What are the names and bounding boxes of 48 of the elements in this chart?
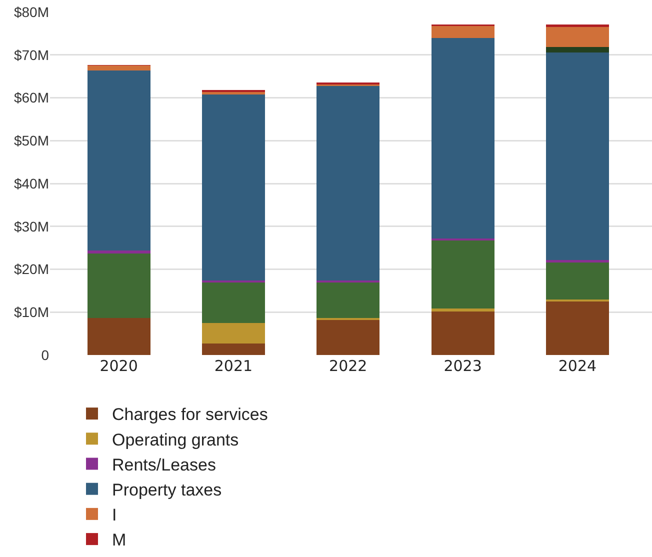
bar: [431, 240, 494, 309]
bar: [431, 311, 494, 355]
bar: [202, 94, 265, 280]
bar: [202, 282, 265, 323]
legend-label: M: [112, 530, 126, 550]
y-tick-label: $20M: [14, 261, 49, 278]
y-tick-label: $10M: [14, 304, 49, 320]
x-tick-label: 2024: [558, 357, 597, 375]
bar: [546, 24, 609, 28]
legend-label: I: [112, 506, 117, 525]
y-tick-label: $40M: [14, 175, 49, 192]
y-tick-label: $70M: [14, 46, 49, 63]
y-tick-label: $60M: [14, 90, 49, 106]
bar: [546, 260, 609, 262]
bar: [87, 253, 150, 318]
bar: [202, 92, 265, 94]
bar: [87, 318, 150, 355]
bar: [546, 301, 609, 355]
bar: [316, 320, 380, 355]
y-tick-label: $80M: [14, 4, 49, 20]
bar: [316, 86, 380, 280]
x-tick-label: 2022: [329, 357, 368, 375]
x-tick-label: 2020: [100, 357, 138, 375]
x-tick-label: 2023: [444, 357, 482, 375]
bar: [202, 343, 265, 355]
legend-label: Charges for services: [112, 405, 268, 424]
legend-label: Operating grants: [112, 430, 239, 450]
bar: [431, 26, 494, 38]
x-tick-label: 2021: [214, 357, 253, 375]
bar: [546, 52, 609, 260]
bar: [546, 262, 609, 300]
bar: [202, 322, 265, 344]
bar: [87, 250, 150, 254]
y-tick-label: $30M: [14, 218, 49, 234]
bar: [316, 282, 380, 318]
bar: [202, 280, 265, 283]
bar: [546, 27, 609, 48]
bar: [87, 66, 150, 71]
bar: [546, 47, 609, 52]
bar: [87, 70, 150, 250]
bar: [431, 38, 494, 238]
y-tick-label: 0: [41, 346, 50, 363]
bar: [431, 308, 494, 312]
y-tick-label: $50M: [14, 132, 49, 149]
bar: [316, 280, 380, 283]
legend-label: Property taxes: [112, 480, 222, 500]
bar: [431, 238, 494, 241]
legend-label: Rents/Leases: [112, 455, 216, 474]
